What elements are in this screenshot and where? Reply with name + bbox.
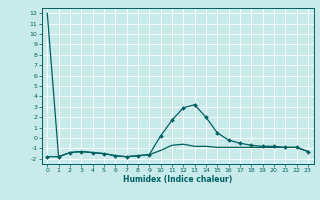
X-axis label: Humidex (Indice chaleur): Humidex (Indice chaleur)	[123, 175, 232, 184]
